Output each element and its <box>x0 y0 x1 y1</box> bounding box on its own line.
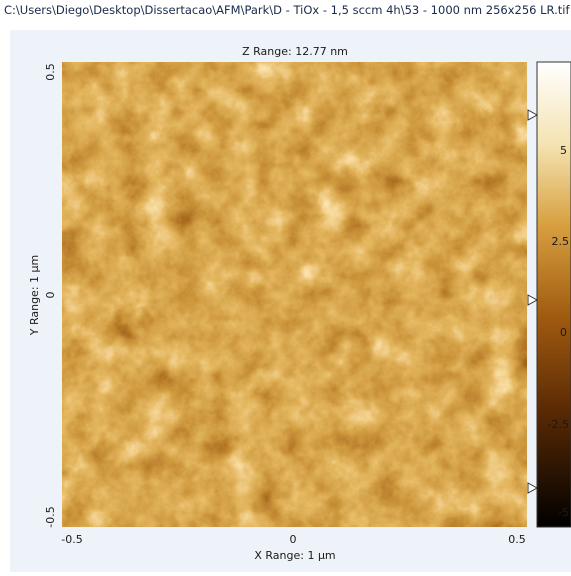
x-axis-label: X Range: 1 µm <box>254 549 335 562</box>
y-axis-label: Y Range: 1 µm <box>28 255 41 337</box>
colorbar-tick: 5 <box>560 144 567 157</box>
window-title: C:\Users\Diego\Desktop\Dissertacao\AFM\P… <box>4 3 570 17</box>
x-tick: 0 <box>290 533 297 546</box>
y-tick: 0 <box>44 292 57 299</box>
colorbar-tick: -5 <box>558 506 569 519</box>
y-tick: 0.5 <box>44 63 57 81</box>
x-tick: -0.5 <box>61 533 82 546</box>
afm-window: C:\Users\Diego\Desktop\Dissertacao\AFM\P… <box>0 0 571 572</box>
colorbar <box>537 62 571 527</box>
colorbar-tick: 0 <box>560 326 567 339</box>
y-tick: -0.5 <box>44 506 57 527</box>
z-range: Z Range: 12.77 nm <box>242 45 348 58</box>
colorbar-tick: -2.5 <box>548 418 569 431</box>
afm-image <box>62 62 527 527</box>
colorbar-tick: 2.5 <box>552 235 570 248</box>
x-tick: 0.5 <box>508 533 526 546</box>
